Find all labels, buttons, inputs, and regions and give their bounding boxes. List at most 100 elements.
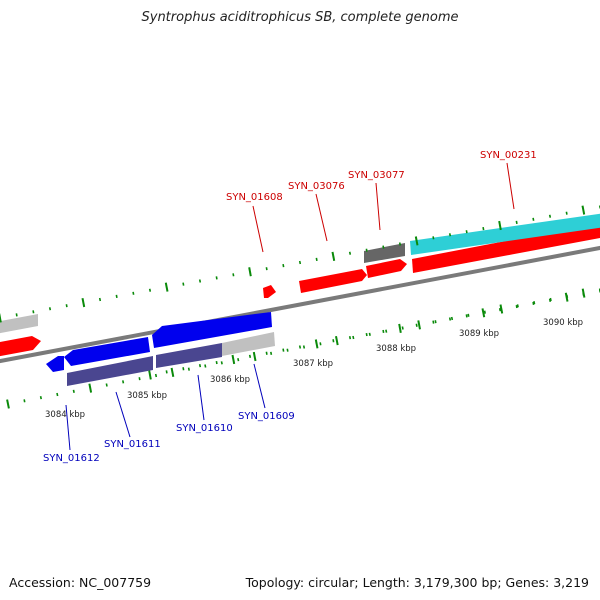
minor-tick [154, 373, 158, 378]
minor-tick [72, 389, 75, 393]
gene-forward-left[interactable] [0, 336, 41, 357]
minor-tick [132, 291, 135, 295]
minor-tick [298, 345, 302, 349]
leader-syn01609 [253, 363, 266, 409]
minor-tick [448, 233, 452, 237]
minor-tick [187, 367, 190, 371]
minor-tick [434, 320, 437, 324]
minor-tick [532, 301, 535, 306]
minor-tick [482, 226, 485, 231]
leader-syn01611 [115, 391, 131, 438]
genome-backbone [0, 245, 600, 364]
gene-syn01608[interactable] [263, 285, 276, 298]
major-tick [0, 313, 2, 323]
minor-tick [532, 217, 535, 221]
leader-syn01612 [65, 404, 71, 451]
gene-cyan[interactable] [410, 213, 600, 255]
major-tick [414, 236, 419, 246]
minor-tick [515, 220, 518, 225]
minor-tick [348, 251, 352, 255]
minor-tick [465, 230, 468, 234]
tick-track-outer [6, 288, 600, 409]
gene-syn03077-dark[interactable] [364, 243, 405, 263]
label-syn03077: SYN_03077 [348, 170, 405, 181]
label-syn01611: SYN_01611 [104, 439, 161, 450]
minor-tick [368, 332, 371, 336]
minor-tick [282, 263, 285, 268]
minor-tick [204, 364, 207, 368]
minor-tick [56, 392, 59, 397]
leader-syn01608 [252, 205, 264, 253]
minor-tick [115, 294, 118, 299]
gene-syn01611[interactable] [64, 337, 150, 366]
minor-tick [548, 298, 552, 302]
minor-tick [198, 364, 202, 368]
minor-tick [248, 354, 252, 358]
minor-tick [182, 282, 185, 286]
minor-tick [15, 313, 18, 317]
gene-pseudo-left[interactable] [0, 314, 38, 334]
minor-tick [98, 297, 102, 302]
gene-syn01610[interactable] [152, 312, 272, 348]
label-syn03076: SYN_03076 [288, 181, 345, 192]
minor-tick [467, 313, 470, 317]
minor-tick [138, 377, 141, 381]
leader-syn03077 [375, 182, 381, 231]
major-tick [581, 205, 586, 215]
gene-syn03076[interactable] [299, 269, 367, 293]
genome-summary-text: Topology: circular; Length: 3,179,300 bp… [245, 575, 589, 590]
minor-tick [237, 358, 240, 362]
map-title: Syntrophus aciditrophicus SB, complete g… [141, 10, 459, 25]
kbp-label-3084: 3084 kbp [45, 410, 85, 420]
minor-tick [215, 360, 218, 365]
minor-tick [565, 211, 568, 215]
minor-tick [533, 301, 536, 305]
label-syn00231: SYN_00231 [480, 150, 537, 161]
gene-syn01609[interactable] [222, 332, 275, 356]
leader-syn01610 [197, 374, 205, 421]
minor-tick [450, 316, 454, 321]
major-tick [314, 339, 319, 349]
major-tick [252, 351, 257, 362]
tick-track-top [0, 205, 600, 323]
major-tick [564, 292, 569, 302]
major-tick [81, 298, 86, 308]
minor-tick [298, 260, 302, 265]
gene-syn00231[interactable] [412, 222, 600, 273]
minor-tick [182, 367, 185, 371]
minor-tick [270, 351, 273, 355]
minor-tick [348, 336, 352, 340]
kbp-label-3085: 3085 kbp [127, 391, 167, 401]
label-syn01608: SYN_01608 [226, 192, 283, 203]
major-tick [148, 370, 152, 380]
major-tick [398, 323, 402, 333]
label-syn01610: SYN_01610 [176, 423, 233, 434]
major-tick [164, 282, 169, 292]
major-tick [231, 354, 236, 365]
accession-text: Accession: NC_007759 [9, 575, 152, 590]
minor-tick [515, 304, 518, 309]
kbp-label-3087: 3087 kbp [293, 359, 333, 369]
major-tick [499, 304, 504, 314]
kbp-label-3088: 3088 kbp [376, 344, 416, 354]
label-syn01612: SYN_01612 [43, 453, 100, 464]
minor-tick [498, 308, 502, 312]
minor-tick [319, 342, 322, 346]
minor-tick [65, 304, 68, 308]
minor-tick [415, 323, 418, 327]
minor-tick [365, 248, 368, 252]
gene-syn01612[interactable] [46, 356, 64, 372]
minor-tick [432, 236, 435, 240]
gene-syn01611-dark[interactable] [67, 356, 153, 386]
gene-syn01610-dark[interactable] [156, 343, 222, 368]
tick-track-inner [148, 289, 600, 380]
minor-tick [23, 399, 26, 403]
minor-tick [549, 297, 552, 302]
minor-tick [385, 329, 388, 333]
minor-tick [465, 314, 468, 318]
minor-tick [332, 339, 335, 343]
gene-syn03077[interactable] [366, 259, 407, 278]
leader-syn03076 [315, 193, 328, 242]
minor-tick [198, 279, 202, 283]
